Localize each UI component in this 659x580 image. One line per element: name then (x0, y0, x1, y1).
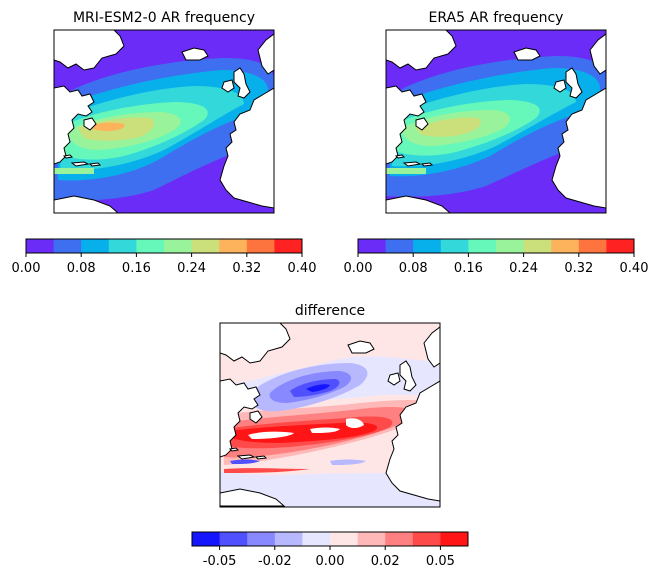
colorbar-a-tick-label: 0.00 (12, 261, 41, 276)
colorbar-b-swatch (578, 239, 607, 253)
colorbar-b-tick-label: 0.24 (509, 261, 538, 276)
colorbar-b-swatch (468, 239, 497, 253)
colorbar-c-swatch (357, 532, 386, 546)
colorbar-a-swatch (26, 239, 55, 253)
panel-c-pos-caribbean (224, 468, 310, 473)
colorbar-c-swatch (385, 532, 414, 546)
colorbar-c-swatch (412, 532, 441, 546)
colorbar-b-swatch (551, 239, 580, 253)
colorbar-c-tick-label: 0.00 (316, 554, 345, 569)
colorbar-b-swatch (606, 239, 635, 253)
panel-b-map (386, 30, 606, 213)
panel-a-frame (53, 29, 275, 214)
panel-c-neg-4 (306, 384, 330, 392)
colorbar-c-tick-label: -0.02 (258, 554, 292, 569)
colorbar-c-swatch (330, 532, 359, 546)
panel-a-level-7 (88, 122, 125, 131)
colorbar-b-tick-label: 0.16 (454, 261, 483, 276)
colorbar-a-swatch (136, 239, 165, 253)
panel-b-frame (385, 29, 607, 214)
colorbar-b-swatch (358, 239, 387, 253)
panel-c-neg-caribbean (230, 459, 260, 464)
colorbar-a-swatch (191, 239, 220, 253)
colorbar-c-swatch (247, 532, 276, 546)
panel-c-over-range-3 (346, 418, 364, 428)
panel-a-caribbean-band (54, 168, 94, 174)
panel-b-caribbean-band (386, 168, 426, 174)
panel-c-over-range-2 (310, 427, 340, 433)
colorbar-c-tick-label: 0.05 (426, 554, 455, 569)
colorbar-a-tick-label: 0.40 (288, 261, 317, 276)
colorbar-a-swatch (108, 239, 137, 253)
colorbar-b-swatch (523, 239, 552, 253)
colorbar-b-tick-label: 0.00 (344, 261, 373, 276)
colorbar-a-swatch (53, 239, 82, 253)
colorbar-c-tick-label: -0.05 (203, 554, 237, 569)
panel-c-neg-south (330, 459, 366, 465)
colorbar-c-swatch (302, 532, 331, 546)
colorbar-a: 0.00 0.08 0.16 0.24 0.32 0.40 (12, 238, 317, 276)
panel-c-over-range-1 (248, 431, 294, 439)
panel-c-frame (219, 322, 441, 508)
colorbar-b-swatch (385, 239, 414, 253)
colorbar-a-tick-label: 0.32 (232, 261, 261, 276)
panel-b-level-6 (416, 117, 481, 137)
colorbar-a-swatch (219, 239, 248, 253)
colorbar-a-tick-label: 0.08 (67, 261, 96, 276)
colorbar-b-swatch (496, 239, 525, 253)
colorbar-a-tick-label: 0.24 (177, 261, 206, 276)
colorbar-a-swatch (274, 239, 303, 253)
panel-a-map (54, 30, 274, 213)
colorbar-b-tick-label: 0.08 (399, 261, 428, 276)
colorbar-c-swatch (440, 532, 469, 546)
colorbar-b-swatch (440, 239, 469, 253)
colorbar-c: -0.05 -0.02 0.00 0.02 0.05 (191, 531, 469, 569)
panel-c-title: difference (295, 303, 365, 319)
colorbar-c-swatch (274, 532, 303, 546)
colorbar-a-tick-label: 0.16 (122, 261, 151, 276)
colorbar-a-frame (25, 238, 303, 254)
colorbar-b-swatch (413, 239, 442, 253)
colorbar-c-swatch (192, 532, 221, 546)
panel-a-title: MRI-ESM2-0 AR frequency (73, 10, 255, 26)
colorbar-c-tick-label: 0.02 (371, 554, 400, 569)
colorbar-b-frame (357, 238, 635, 254)
colorbar-b: 0.00 0.08 0.16 0.24 0.32 0.40 (344, 238, 649, 276)
colorbar-a-swatch (246, 239, 275, 253)
colorbar-b-tick-label: 0.40 (620, 261, 649, 276)
colorbar-a-swatch (81, 239, 110, 253)
colorbar-b-tick-label: 0.32 (564, 261, 593, 276)
colorbar-a-swatch (164, 239, 193, 253)
colorbar-c-swatch (219, 532, 248, 546)
panel-c-map (220, 323, 440, 507)
panel-b-title: ERA5 AR frequency (429, 10, 564, 26)
